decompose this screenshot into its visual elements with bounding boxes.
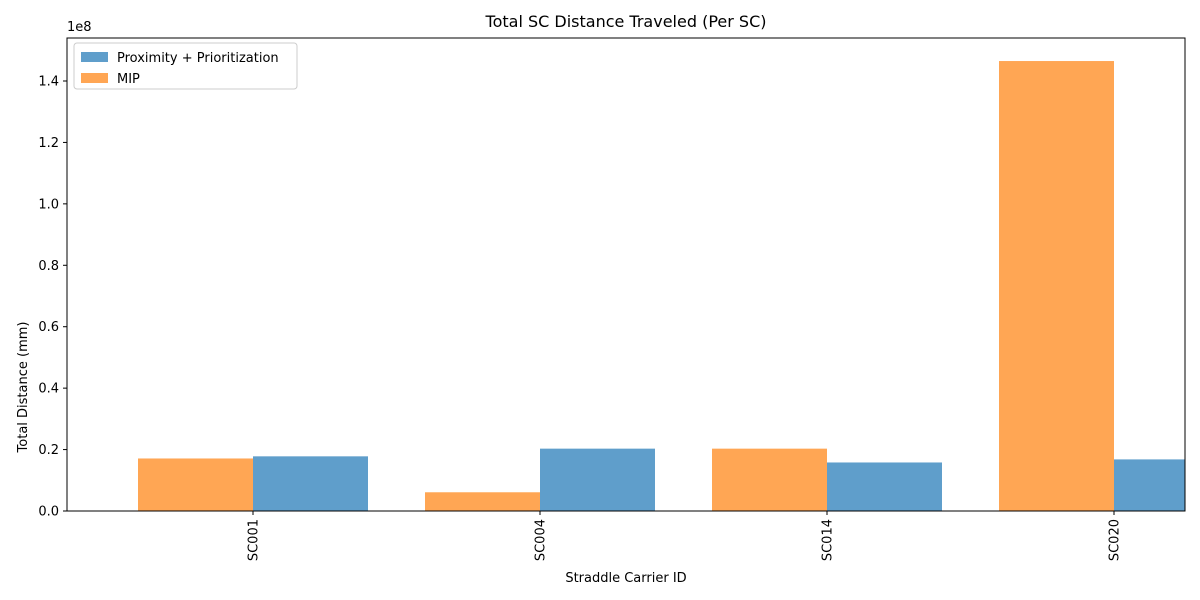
y-tick-label: 0.8: [38, 259, 59, 274]
bar-mip-sc001: [138, 458, 253, 511]
bar-mip-sc004: [425, 492, 540, 511]
plot-area: 0.0 0.2 0.4 0.6 0.8 1.0 1.2 1.4 SC001 SC004 SC014 S…: [38, 37, 1186, 561]
x-tick-label: SC020: [1108, 519, 1123, 561]
bar-mip-sc014: [712, 448, 827, 511]
legend: Proximity + Prioritization MIP: [73, 42, 298, 90]
y-tick-label: 0.4: [38, 382, 59, 397]
x-tick-label: SC001: [247, 519, 262, 561]
bar-proximity-sc001: [253, 456, 368, 511]
legend-box: [73, 42, 298, 90]
x-axis-label: Straddle Carrier ID: [565, 571, 686, 586]
y-tick-label: 0.0: [38, 505, 59, 520]
y-tick-label: 1.4: [38, 75, 59, 90]
y-axis-label: Total Distance (mm): [16, 322, 31, 454]
bar-proximity-sc004: [540, 448, 655, 511]
x-tick-label: SC004: [534, 519, 549, 561]
bar-mip-sc020: [999, 61, 1114, 512]
legend-label: MIP: [117, 72, 140, 87]
y-tick-label: 0.2: [38, 443, 59, 458]
y-multiplier-label: 1e8: [67, 20, 92, 35]
y-tick-label: 1.0: [38, 197, 59, 212]
legend-swatch: [81, 73, 108, 83]
legend-swatch: [81, 52, 108, 62]
chart-title: Total SC Distance Traveled (Per SC): [485, 12, 767, 31]
x-tick-label: SC014: [821, 519, 836, 561]
bar-proximity-sc014: [827, 462, 942, 511]
axes-frame: [66, 37, 1186, 512]
bar-proximity-sc020: [1114, 459, 1185, 511]
y-tick-label: 1.2: [38, 136, 59, 151]
y-tick-label: 0.6: [38, 320, 59, 335]
legend-label: Proximity + Prioritization: [117, 51, 279, 66]
